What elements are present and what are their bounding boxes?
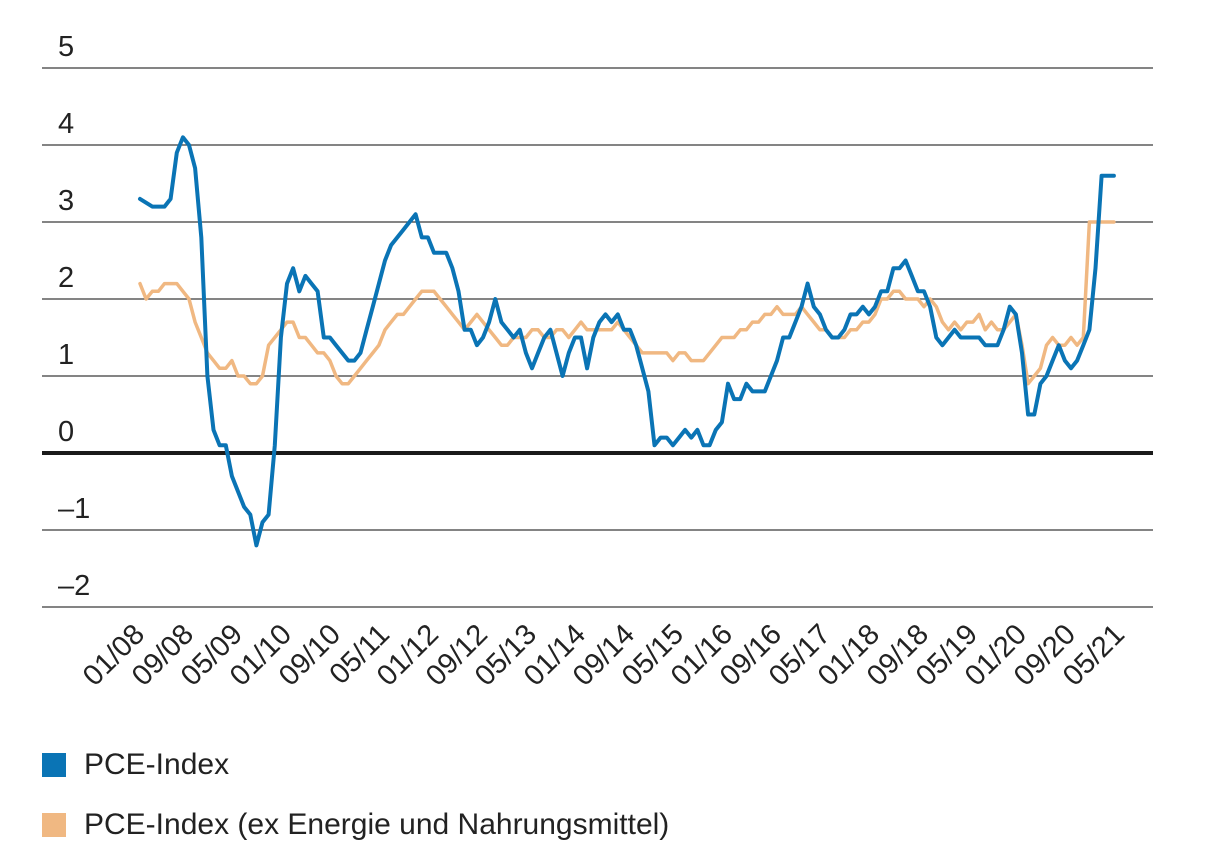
legend-item-pce-index: PCE-Index (42, 748, 229, 782)
legend-swatch-pce-index (42, 753, 66, 777)
series-line-pce-core (138, 220, 1116, 386)
y-tick-label: –1 (58, 493, 90, 525)
y-axis-tick-labels: 5 4 3 2 1 0 –1 –2 (58, 31, 90, 602)
line-chart: 5 4 3 2 1 0 –1 –2 01/0809/0805/0901/1009/1005/1… (42, 31, 1153, 692)
series-lines (138, 135, 1116, 548)
legend-label-pce-core: PCE-Index (ex Energie und Nahrungsmittel… (84, 808, 670, 841)
y-tick-label: 1 (58, 339, 74, 371)
grid-lines (42, 67, 1153, 608)
legend-swatch-pce-core (42, 813, 66, 837)
y-tick-label: –2 (58, 570, 90, 602)
legend-label-pce-index: PCE-Index (84, 748, 230, 781)
y-tick-label: 0 (58, 416, 74, 448)
y-tick-label: 3 (58, 185, 74, 217)
series-line-pce-index (138, 135, 1116, 548)
y-tick-label: 4 (58, 108, 74, 140)
legend-item-pce-core: PCE-Index (ex Energie und Nahrungsmittel… (42, 808, 669, 842)
y-tick-label: 5 (58, 31, 74, 63)
y-tick-label: 2 (58, 262, 74, 294)
x-axis-tick-labels: 01/0809/0805/0901/1009/1005/1101/1209/12… (77, 618, 1131, 692)
